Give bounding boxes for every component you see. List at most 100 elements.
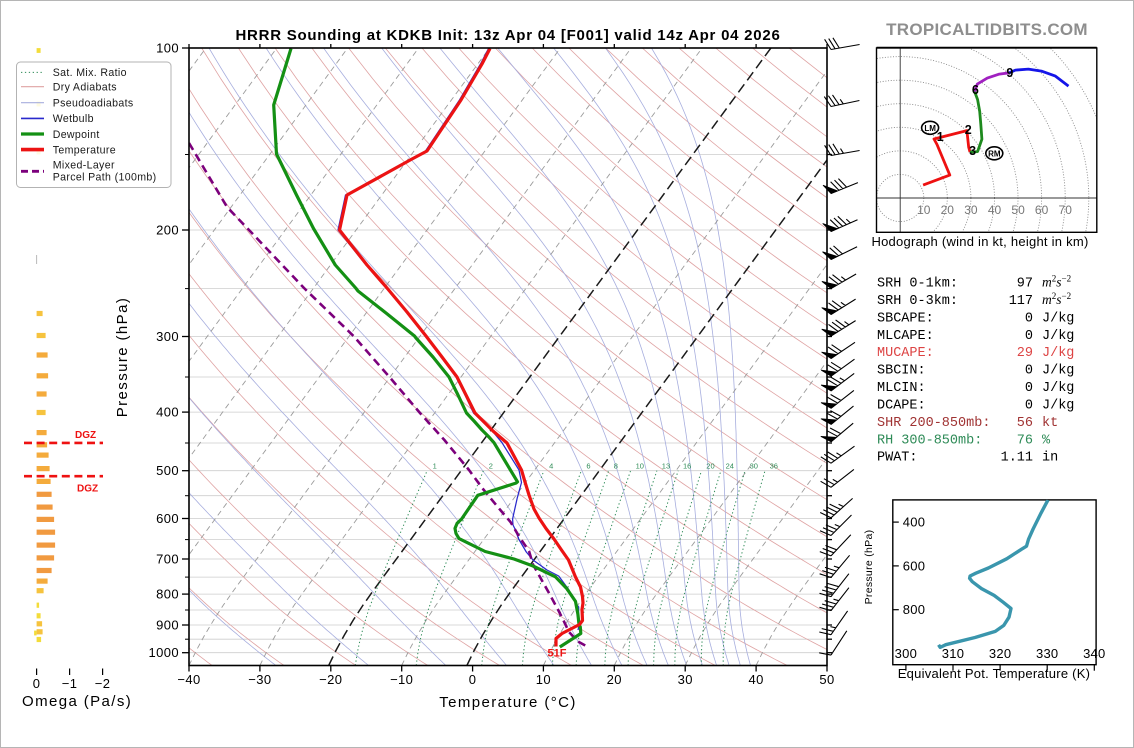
svg-text:Mixed-Layer: Mixed-Layer bbox=[53, 160, 115, 172]
svg-text:DGZ: DGZ bbox=[75, 430, 96, 441]
svg-text:30: 30 bbox=[750, 462, 758, 471]
svg-text:Wetbulb: Wetbulb bbox=[53, 113, 94, 125]
svg-text:−10: −10 bbox=[390, 672, 413, 687]
svg-text:340: 340 bbox=[1083, 646, 1105, 661]
svg-text:50: 50 bbox=[1011, 203, 1025, 217]
svg-text:600: 600 bbox=[156, 511, 179, 526]
svg-text:RH 300-850mb:: RH 300-850mb: bbox=[877, 433, 982, 448]
svg-text:MLCAPE:: MLCAPE: bbox=[877, 329, 934, 344]
svg-text:1000: 1000 bbox=[148, 645, 179, 660]
svg-text:2: 2 bbox=[489, 462, 493, 471]
svg-text:20: 20 bbox=[941, 203, 955, 217]
svg-text:DGZ: DGZ bbox=[77, 484, 98, 495]
svg-text:3: 3 bbox=[969, 144, 976, 158]
svg-text:0: 0 bbox=[1025, 398, 1033, 413]
svg-text:0: 0 bbox=[1025, 311, 1033, 326]
svg-text:700: 700 bbox=[156, 552, 179, 567]
svg-text:13: 13 bbox=[662, 462, 670, 471]
svg-text:SRH 0-1km:: SRH 0-1km: bbox=[877, 277, 958, 292]
svg-text:10: 10 bbox=[917, 203, 931, 217]
svg-text:800: 800 bbox=[903, 602, 925, 617]
svg-text:330: 330 bbox=[1036, 646, 1058, 661]
svg-text:MLCIN:: MLCIN: bbox=[877, 381, 926, 396]
svg-text:Temperature: Temperature bbox=[53, 144, 116, 156]
svg-text:600: 600 bbox=[903, 558, 925, 573]
svg-text:Temperature (°C): Temperature (°C) bbox=[439, 694, 577, 711]
svg-text:PWAT:: PWAT: bbox=[877, 451, 918, 466]
svg-text:0: 0 bbox=[1025, 381, 1033, 396]
svg-text:−30: −30 bbox=[248, 672, 271, 687]
svg-text:10: 10 bbox=[636, 462, 644, 471]
svg-text:310: 310 bbox=[942, 646, 964, 661]
svg-text:−2: −2 bbox=[95, 676, 111, 691]
svg-text:51F: 51F bbox=[548, 648, 567, 660]
svg-text:4: 4 bbox=[549, 462, 553, 471]
svg-text:400: 400 bbox=[903, 515, 925, 530]
svg-text:1: 1 bbox=[937, 130, 944, 144]
svg-text:24: 24 bbox=[726, 462, 734, 471]
svg-text:Pressure (hPa): Pressure (hPa) bbox=[863, 530, 875, 605]
svg-text:Sat. Mix. Ratio: Sat. Mix. Ratio bbox=[53, 67, 127, 79]
svg-text:Hodograph (wind in kt, height: Hodograph (wind in kt, height in km) bbox=[871, 234, 1088, 249]
svg-text:500: 500 bbox=[156, 463, 179, 478]
svg-text:m2s−2: m2s−2 bbox=[1042, 291, 1071, 307]
svg-text:SBCIN:: SBCIN: bbox=[877, 364, 926, 379]
svg-text:30: 30 bbox=[678, 672, 693, 687]
svg-text:50: 50 bbox=[819, 672, 834, 687]
svg-text:10: 10 bbox=[536, 672, 551, 687]
svg-text:TROPICALTIDBITS.COM: TROPICALTIDBITS.COM bbox=[886, 20, 1088, 39]
svg-text:900: 900 bbox=[156, 618, 179, 633]
svg-text:Equivalent Pot. Temperature (K: Equivalent Pot. Temperature (K) bbox=[898, 666, 1091, 681]
svg-text:HRRR Sounding at KDKB Init: 13: HRRR Sounding at KDKB Init: 13z Apr 04 [… bbox=[235, 27, 780, 44]
svg-text:RM: RM bbox=[988, 150, 1001, 159]
svg-text:Omega (Pa/s): Omega (Pa/s) bbox=[22, 693, 132, 710]
svg-text:16: 16 bbox=[683, 462, 691, 471]
svg-text:6: 6 bbox=[586, 462, 590, 471]
svg-text:300: 300 bbox=[895, 646, 917, 661]
svg-text:6: 6 bbox=[972, 83, 979, 97]
svg-text:60: 60 bbox=[1035, 203, 1049, 217]
svg-text:−1: −1 bbox=[62, 676, 78, 691]
svg-text:J/kg: J/kg bbox=[1042, 311, 1074, 326]
svg-text:9: 9 bbox=[1006, 66, 1013, 80]
svg-text:SRH 0-3km:: SRH 0-3km: bbox=[877, 294, 958, 309]
svg-text:Parcel Path (100mb): Parcel Path (100mb) bbox=[53, 172, 157, 184]
svg-text:76: 76 bbox=[1017, 433, 1033, 448]
svg-text:800: 800 bbox=[156, 587, 179, 602]
svg-text:40: 40 bbox=[748, 672, 763, 687]
svg-text:117: 117 bbox=[1009, 294, 1033, 309]
svg-text:0: 0 bbox=[469, 672, 477, 687]
svg-text:−40: −40 bbox=[177, 672, 200, 687]
svg-text:100: 100 bbox=[156, 41, 179, 56]
svg-text:20: 20 bbox=[607, 672, 622, 687]
svg-text:Pressure (hPa): Pressure (hPa) bbox=[114, 297, 131, 417]
svg-text:J/kg: J/kg bbox=[1042, 364, 1074, 379]
svg-text:97: 97 bbox=[1017, 277, 1033, 292]
svg-text:200: 200 bbox=[156, 223, 179, 238]
svg-text:Dewpoint: Dewpoint bbox=[53, 129, 100, 141]
svg-text:m2s−2: m2s−2 bbox=[1042, 274, 1071, 290]
svg-text:Pseudoadiabats: Pseudoadiabats bbox=[53, 98, 134, 110]
svg-text:1.11: 1.11 bbox=[1001, 451, 1033, 466]
svg-text:J/kg: J/kg bbox=[1042, 381, 1074, 396]
svg-text:400: 400 bbox=[156, 405, 179, 420]
svg-text:in: in bbox=[1042, 451, 1058, 466]
svg-text:56: 56 bbox=[1017, 416, 1033, 431]
svg-text:30: 30 bbox=[964, 203, 978, 217]
svg-text:−20: −20 bbox=[319, 672, 342, 687]
svg-text:MUCAPE:: MUCAPE: bbox=[877, 346, 934, 361]
svg-text:J/kg: J/kg bbox=[1042, 398, 1074, 413]
svg-text:300: 300 bbox=[156, 329, 179, 344]
svg-text:%: % bbox=[1042, 433, 1051, 448]
svg-text:J/kg: J/kg bbox=[1042, 346, 1074, 361]
svg-text:SBCAPE:: SBCAPE: bbox=[877, 311, 934, 326]
svg-text:36: 36 bbox=[770, 462, 778, 471]
svg-text:1: 1 bbox=[433, 462, 437, 471]
svg-text:2: 2 bbox=[965, 123, 972, 137]
svg-text:8: 8 bbox=[614, 462, 618, 471]
svg-text:J/kg: J/kg bbox=[1042, 329, 1074, 344]
svg-text:20: 20 bbox=[706, 462, 714, 471]
svg-text:0: 0 bbox=[1025, 364, 1033, 379]
svg-text:LM: LM bbox=[924, 124, 936, 133]
svg-text:Dry Adiabats: Dry Adiabats bbox=[53, 82, 117, 94]
